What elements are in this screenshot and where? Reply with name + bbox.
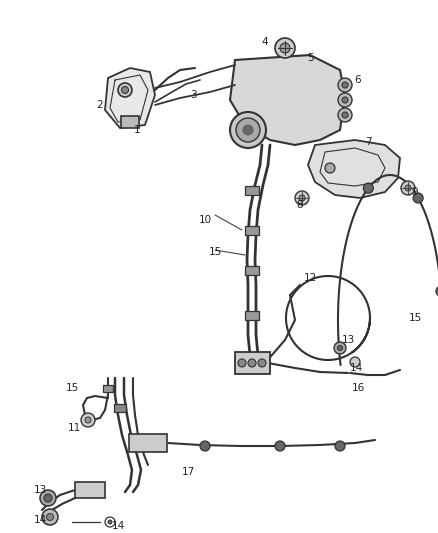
Text: 5: 5 [307, 53, 313, 63]
Circle shape [200, 441, 210, 451]
Circle shape [325, 163, 335, 173]
Circle shape [236, 118, 260, 142]
Circle shape [118, 83, 132, 97]
Circle shape [108, 520, 112, 524]
Text: 14: 14 [350, 363, 363, 373]
Circle shape [335, 441, 345, 451]
Circle shape [258, 359, 266, 367]
Text: 10: 10 [198, 215, 212, 225]
Circle shape [342, 97, 348, 103]
Text: 14: 14 [33, 515, 46, 525]
Text: 4: 4 [261, 37, 268, 47]
Circle shape [299, 195, 305, 201]
Text: 2: 2 [97, 100, 103, 110]
Circle shape [243, 125, 253, 135]
Circle shape [342, 82, 348, 88]
Circle shape [275, 441, 285, 451]
Circle shape [334, 342, 346, 354]
Bar [75, 482, 105, 498]
Text: 7: 7 [365, 137, 371, 147]
Circle shape [46, 513, 53, 521]
Circle shape [40, 490, 56, 506]
Circle shape [42, 509, 58, 525]
Text: 14: 14 [111, 521, 125, 531]
Circle shape [338, 93, 352, 107]
Bar [245, 185, 259, 195]
Text: 8: 8 [297, 200, 303, 210]
Text: 17: 17 [181, 467, 194, 477]
Circle shape [413, 193, 423, 203]
Circle shape [230, 112, 266, 148]
Text: 9: 9 [412, 187, 418, 197]
Circle shape [238, 359, 246, 367]
Circle shape [44, 494, 52, 502]
Bar [245, 311, 259, 319]
Circle shape [121, 86, 128, 93]
Bar [234, 352, 269, 374]
Circle shape [436, 286, 438, 296]
Bar [103, 384, 113, 392]
Circle shape [295, 191, 309, 205]
Polygon shape [105, 68, 155, 128]
Text: 12: 12 [304, 273, 317, 283]
Circle shape [338, 108, 352, 122]
Text: 15: 15 [408, 313, 422, 323]
Text: 11: 11 [67, 423, 81, 433]
Circle shape [280, 43, 290, 53]
Polygon shape [308, 140, 400, 198]
Text: 13: 13 [33, 485, 46, 495]
Bar [245, 225, 259, 235]
Text: 3: 3 [190, 90, 196, 100]
Bar [129, 434, 167, 452]
Text: 1: 1 [134, 125, 140, 135]
Circle shape [81, 413, 95, 427]
Circle shape [338, 345, 343, 351]
Text: 6: 6 [355, 75, 361, 85]
Bar [245, 265, 259, 274]
Bar [121, 116, 139, 128]
Circle shape [401, 181, 415, 195]
Circle shape [275, 38, 295, 58]
Text: 13: 13 [341, 335, 355, 345]
Circle shape [85, 417, 91, 423]
Circle shape [350, 357, 360, 367]
Circle shape [248, 359, 256, 367]
Circle shape [364, 183, 373, 193]
Bar [114, 404, 126, 412]
Circle shape [405, 185, 411, 191]
Circle shape [338, 78, 352, 92]
Polygon shape [230, 55, 345, 145]
Text: 15: 15 [65, 383, 79, 393]
Circle shape [342, 112, 348, 118]
Text: 15: 15 [208, 247, 222, 257]
Text: 16: 16 [351, 383, 364, 393]
